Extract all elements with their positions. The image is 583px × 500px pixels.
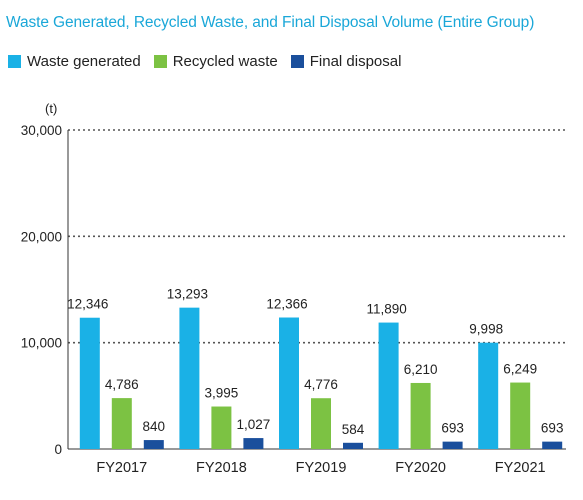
bar-recycled-waste	[211, 406, 232, 449]
legend-label-final-disposal: Final disposal	[309, 53, 402, 70]
legend-item-recycled-waste: Recycled waste	[153, 53, 278, 70]
data-label-waste-generated: 9,998	[469, 322, 503, 337]
bar-recycled-waste	[410, 382, 431, 449]
legend-label-recycled-waste: Recycled waste	[172, 53, 278, 70]
bar-final-disposal	[542, 441, 563, 449]
bar-final-disposal	[243, 438, 264, 449]
bar-final-disposal	[343, 442, 363, 449]
data-label-final-disposal: 584	[342, 422, 365, 437]
y-tick-label: 20,000	[21, 229, 62, 244]
data-label-recycled-waste: 4,776	[304, 377, 338, 392]
data-label-final-disposal: 693	[541, 421, 564, 436]
bar-waste-generated	[79, 317, 100, 449]
legend-label-waste-generated: Waste generated	[27, 53, 141, 70]
data-label-recycled-waste: 3,995	[205, 386, 239, 401]
data-label-waste-generated: 13,293	[167, 287, 208, 302]
data-label-recycled-waste: 6,210	[404, 362, 438, 377]
bar-waste-generated	[378, 322, 399, 449]
y-tick-label: 0	[54, 442, 62, 457]
x-category-label: FY2019	[296, 460, 347, 476]
y-axis-unit-label: (t)	[45, 101, 57, 116]
legend-swatch-recycled-waste	[153, 55, 167, 68]
legend-item-final-disposal: Final disposal	[290, 53, 402, 70]
data-label-waste-generated: 12,366	[266, 297, 307, 312]
x-category-label: FY2021	[495, 460, 546, 476]
bar-waste-generated	[179, 307, 200, 449]
bar-recycled-waste	[311, 398, 331, 449]
bar-final-disposal	[442, 441, 463, 449]
data-label-final-disposal: 693	[441, 421, 464, 436]
bar-recycled-waste	[111, 398, 132, 449]
legend-item-waste-generated: Waste generated	[8, 53, 141, 70]
x-category-label: FY2020	[395, 460, 446, 476]
bar-waste-generated	[279, 317, 299, 449]
y-tick-label: 30,000	[21, 123, 62, 138]
data-label-waste-generated: 12,346	[67, 297, 108, 312]
data-label-waste-generated: 11,890	[366, 302, 406, 317]
data-label-recycled-waste: 6,249	[503, 362, 537, 377]
bar-recycled-waste	[510, 382, 531, 449]
x-category-label: FY2018	[196, 460, 247, 476]
chart-title: Waste Generated, Recycled Waste, and Fin…	[6, 14, 535, 31]
legend: Waste generated Recycled waste Final dis…	[8, 53, 414, 70]
bar-final-disposal	[143, 440, 164, 449]
y-tick-label: 10,000	[21, 336, 62, 351]
x-category-label: FY2017	[96, 460, 147, 476]
data-label-final-disposal: 1,027	[237, 417, 271, 432]
data-label-recycled-waste: 4,786	[105, 377, 139, 392]
legend-swatch-waste-generated	[8, 55, 21, 68]
data-label-final-disposal: 840	[143, 419, 166, 434]
bar-waste-generated	[478, 342, 499, 449]
legend-swatch-final-disposal	[290, 55, 304, 68]
